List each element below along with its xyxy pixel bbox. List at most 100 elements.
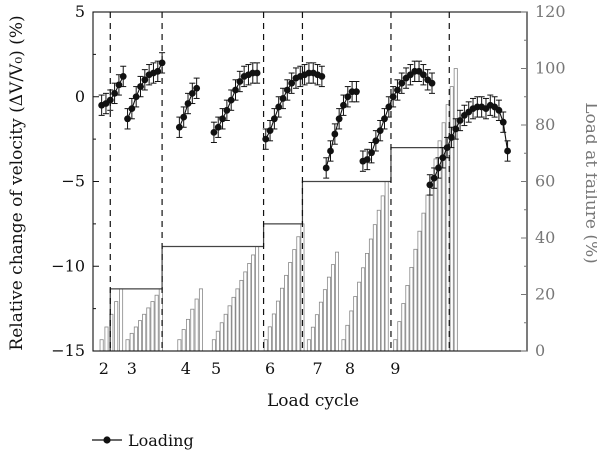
data-point (419, 71, 427, 79)
load-bar (114, 301, 119, 352)
right-tick-label: 60 (535, 172, 555, 191)
right-tick-label: 120 (535, 2, 566, 21)
data-point (253, 69, 261, 77)
load-bar (393, 339, 398, 352)
load-bar (425, 194, 430, 352)
load-bar (397, 321, 402, 352)
data-point (426, 181, 434, 189)
load-bar (186, 318, 191, 352)
load-bar (284, 274, 289, 352)
data-point (372, 137, 380, 145)
legend-marker (103, 436, 111, 444)
y-axis-label-right: Load at failure (%) (581, 102, 597, 264)
load-bar (215, 330, 220, 352)
load-bar (181, 329, 186, 352)
load-bar (349, 310, 354, 352)
load-bar (449, 86, 454, 352)
load-bar (334, 251, 339, 352)
left-ticks: 5 0 −5 −10 −15 (51, 2, 99, 360)
data-point (262, 135, 270, 143)
load-bar (243, 271, 248, 352)
data-point (389, 93, 397, 101)
data-point (154, 67, 162, 75)
data-point (214, 123, 222, 131)
data-point (236, 78, 244, 85)
x-tick-label: 5 (211, 359, 221, 378)
data-point (266, 127, 274, 135)
load-bar (129, 332, 134, 352)
data-point (430, 174, 438, 182)
data-point (219, 115, 226, 123)
right-tick-label: 20 (535, 285, 555, 304)
load-bar (275, 300, 280, 352)
data-point (322, 164, 330, 172)
data-point (439, 154, 447, 162)
load-bar (251, 254, 256, 352)
load-bar (368, 238, 373, 352)
data-point (344, 93, 352, 101)
load-bar (177, 339, 182, 352)
load-bar (211, 339, 216, 352)
load-bar (271, 313, 276, 352)
load-bar (150, 301, 155, 352)
load-bar (239, 279, 244, 352)
load-bar (322, 289, 327, 352)
load-bar (288, 262, 293, 352)
right-tick-label: 40 (535, 228, 555, 247)
load-bar (104, 326, 109, 352)
data-point (456, 117, 464, 124)
load-bar (409, 266, 414, 352)
load-bar (372, 224, 377, 352)
load-bar (247, 263, 252, 352)
load-bar (353, 296, 358, 352)
data-point (428, 79, 436, 87)
load-bar (255, 246, 260, 352)
x-tick-label: 8 (345, 359, 355, 378)
load-bar (310, 326, 315, 352)
data-point (443, 144, 451, 152)
data-point (318, 73, 326, 80)
x-tick-label: 3 (127, 359, 137, 378)
load-bar (453, 68, 458, 352)
data-point (288, 79, 296, 87)
load-bar (267, 326, 272, 352)
load-bar (296, 236, 301, 352)
data-point (210, 128, 218, 136)
data-point (381, 115, 388, 123)
load-bar (376, 209, 381, 352)
data-point (327, 147, 334, 155)
x-tick-label: 4 (181, 359, 191, 378)
load-bar (219, 322, 224, 352)
x-tick-label: 2 (99, 359, 109, 378)
load-bar (142, 313, 147, 352)
data-point (115, 81, 123, 89)
data-point (184, 100, 192, 107)
load-bar (417, 230, 422, 352)
data-point (106, 96, 114, 104)
load-bar (194, 298, 199, 352)
load-bar (133, 326, 138, 352)
load-bar (365, 253, 370, 352)
load-bar (384, 181, 389, 352)
data-point (504, 147, 511, 155)
load-bar (314, 314, 319, 352)
load-bar (223, 313, 228, 352)
data-point (132, 93, 140, 101)
velocity-series (98, 52, 511, 196)
load-bar (99, 339, 104, 352)
x-tick-label: 6 (265, 359, 275, 378)
data-point (394, 86, 401, 94)
left-tick-label: 5 (75, 2, 85, 21)
data-point (435, 164, 442, 172)
load-bar (380, 195, 385, 352)
load-bar (345, 324, 350, 352)
data-point (119, 73, 127, 80)
load-bar (421, 212, 426, 352)
data-point (158, 59, 166, 67)
load-bar (190, 308, 195, 352)
data-point (452, 125, 460, 133)
left-tick-label: 0 (75, 87, 85, 106)
load-bar (231, 296, 236, 352)
right-tick-label: 80 (535, 115, 555, 134)
